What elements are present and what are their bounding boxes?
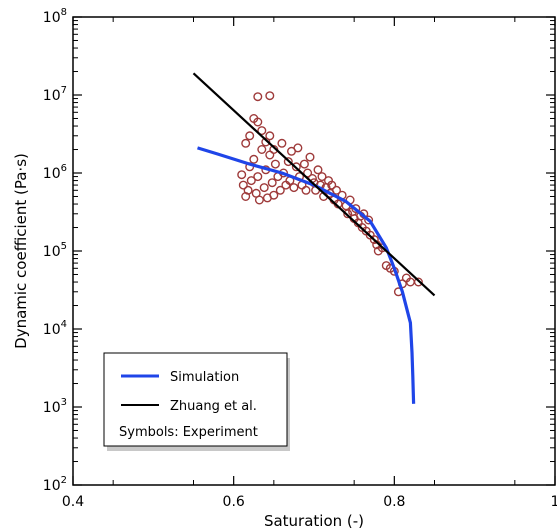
y-axis-title: Dynamic coefficient (Pa·s) [12,153,30,349]
data-point [291,162,301,172]
data-point [275,185,285,195]
legend-label-zhuang: Zhuang et al. [170,399,257,414]
data-point [253,172,263,182]
data-point [265,91,275,101]
series-line-zhuang-et-al- [192,72,436,297]
x-tick-label: 0.4 [62,494,84,510]
data-point [267,178,277,188]
data-point [253,117,263,127]
axis-tick-labels: 0.4 0.6 0.8 1 102 103 104 105 106 107 108 [43,7,557,510]
data-point [317,172,327,182]
data-point [332,185,342,195]
x-tick-label: 0.8 [383,494,405,510]
y-tick-label: 106 [43,163,67,182]
x-tick-label: 1 [551,494,557,510]
plot-area [192,72,436,404]
data-point [265,131,275,141]
data-point [313,165,323,175]
data-point [293,143,303,153]
data-point [303,168,313,178]
legend-label-simulation: Simulation [170,370,239,385]
data-point [246,176,256,186]
data-point [245,131,255,141]
series-line-simulation [197,146,416,404]
data-point [243,185,253,195]
plot-frame [72,16,556,486]
data-point [351,204,361,214]
data-point [253,92,263,102]
y-tick-label: 108 [43,7,67,26]
data-point [301,185,311,195]
data-point [369,235,379,245]
y-tick-label: 104 [43,319,67,338]
data-point [343,209,353,219]
data-point [364,215,374,225]
legend-label-experiment: Symbols: Experiment [119,425,258,440]
series-layer [192,72,436,404]
legend-box [103,352,288,447]
y-tick-label: 107 [43,85,67,104]
data-point [259,183,269,193]
data-point [238,180,248,190]
data-point [237,170,247,180]
y-tick-label: 105 [43,241,67,260]
data-point [241,138,251,148]
data-point [254,195,264,205]
data-point [249,154,259,164]
data-point [327,180,337,190]
data-point [270,159,280,169]
x-tick-label: 0.6 [223,494,245,510]
data-point [257,144,267,154]
data-point [269,190,279,200]
data-point [413,277,423,287]
data-point [283,157,293,167]
y-tick-label: 103 [43,397,67,416]
data-point [289,183,299,193]
data-point [299,159,309,169]
data-point [257,126,267,136]
data-point [277,138,287,148]
data-point [305,152,315,162]
y-tick-label: 102 [43,475,67,494]
x-axis-title: Saturation (-) [264,512,364,530]
axis-ticks [72,16,556,486]
legend: Simulation Zhuang et al. Symbols: Experi… [103,352,290,451]
